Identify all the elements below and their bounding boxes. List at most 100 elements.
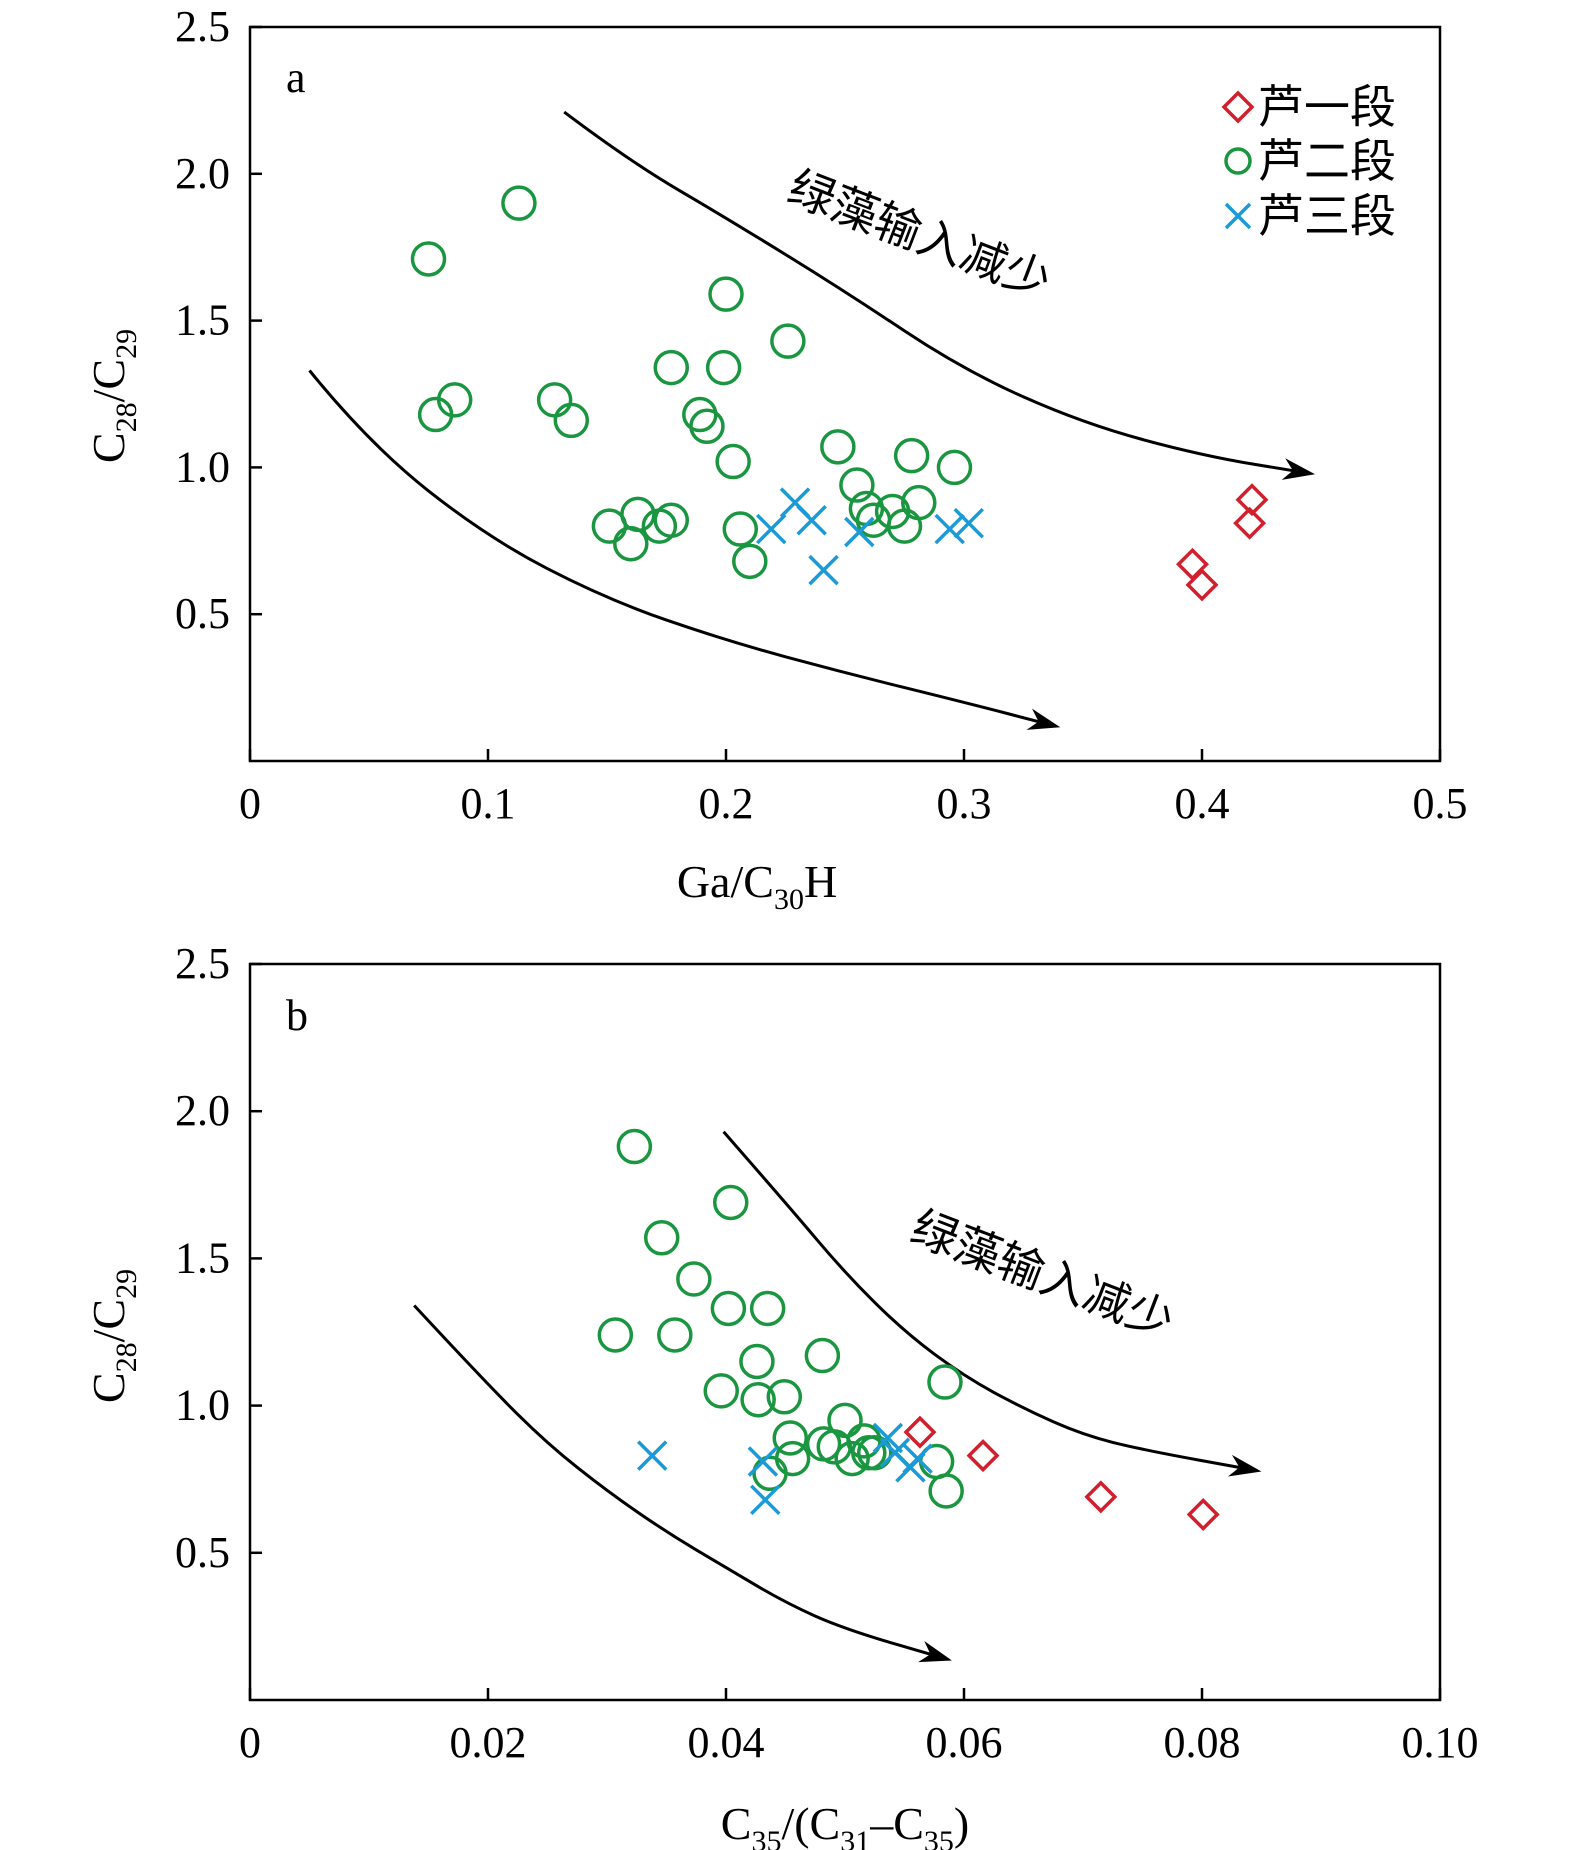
legend-label: 芦二段 — [1258, 134, 1396, 188]
legend-item-l2: 芦二段 — [1224, 134, 1396, 188]
x-tick-label: 0 — [239, 779, 261, 828]
x-label-sub: 30 — [774, 883, 804, 916]
x-label-tail: H — [804, 856, 837, 907]
point-l3-cross — [750, 1484, 781, 1516]
y-tick-label: 1.0 — [175, 442, 230, 491]
point-l2-circle — [928, 1473, 964, 1509]
x-label-s3: 35 — [924, 1825, 954, 1850]
x-tick-label: 0.1 — [461, 779, 516, 828]
y-tick-label: 1.5 — [175, 1233, 230, 1282]
x-label-c1: C — [721, 1798, 752, 1849]
legend: 芦一段 芦二段 芦三段 — [1221, 80, 1396, 243]
trend-arrows — [413, 1130, 1262, 1663]
x-label-tail: ) — [954, 1798, 969, 1849]
y-label-c1: C — [83, 1372, 134, 1403]
y-tick-label: 2.5 — [175, 939, 230, 988]
point-l2-circle — [804, 1337, 841, 1374]
point-l1-diamond — [1185, 568, 1219, 602]
x-tick-label: 0.02 — [450, 1718, 527, 1767]
legend-circle-marker — [1224, 147, 1252, 175]
x-tick-label: 0.10 — [1402, 1718, 1479, 1767]
y-label-s1: 28 — [110, 1342, 143, 1372]
x-tick-label: 0.04 — [688, 1718, 765, 1767]
x-label-dash: –C — [869, 1798, 924, 1849]
point-l2-circle — [410, 241, 447, 277]
y-label-mid: /C — [83, 359, 134, 402]
axis-ticks: 0 0.02 0.04 0.06 0.08 0.10 0.5 1.0 1.5 2.0 2.5 — [175, 939, 1479, 1767]
point-l2-circle — [620, 496, 656, 533]
point-l2-circle — [713, 1184, 749, 1221]
point-l2-circle — [722, 511, 759, 547]
point-l2-circle — [703, 1373, 739, 1409]
y-tick-label: 2.0 — [175, 1086, 230, 1135]
legend-item-l1: 芦一段 — [1221, 80, 1396, 134]
point-l2-circle — [436, 382, 473, 418]
panel-letter: a — [286, 53, 306, 102]
x-label-s1: 35 — [751, 1825, 781, 1850]
data-points — [410, 185, 1269, 602]
point-l2-circle — [657, 1317, 693, 1353]
x-tick-label: 0 — [239, 1718, 261, 1767]
point-l2-circle — [820, 429, 856, 465]
point-l2-circle — [597, 1317, 634, 1353]
point-l2-circle — [715, 443, 751, 480]
x-label-main: Ga/C — [677, 856, 774, 907]
trend-arrow-line — [413, 1304, 947, 1661]
point-l1-diamond — [1176, 547, 1209, 581]
arrowhead — [918, 1640, 952, 1663]
point-l2-circle — [536, 382, 573, 418]
point-l3-cross — [755, 513, 787, 545]
point-l2-circle — [616, 1128, 653, 1165]
point-l2-circle — [653, 349, 690, 386]
y-axis-label: C28/C29 — [83, 329, 143, 463]
point-l2-circle — [766, 1379, 803, 1415]
trend-annotation: 绿藻输入减少 — [781, 160, 1058, 309]
point-l1-diamond — [1186, 1498, 1220, 1532]
point-l2-circle — [770, 323, 806, 359]
panel-a: a 0 0.1 0.2 0.3 0.4 0.5 0.5 1.0 1.5 2.0 2.5 绿藻输入减少… — [83, 2, 1468, 916]
point-l2-circle — [936, 449, 973, 486]
point-l2-circle — [732, 543, 768, 580]
point-l2-circle — [839, 467, 875, 503]
point-l2-circle — [927, 1364, 963, 1400]
x-tick-label: 0.06 — [926, 1718, 1003, 1767]
y-label-s2: 29 — [110, 1269, 143, 1299]
point-l2-circle — [705, 349, 742, 386]
x-label-mid: /(C — [781, 1798, 840, 1849]
panel-b: b 0 0.02 0.04 0.06 0.08 0.10 0.5 1.0 1.5 2.0 2.5 绿… — [83, 939, 1479, 1850]
point-l3-cross — [902, 1443, 933, 1474]
legend-label: 芦三段 — [1258, 189, 1396, 243]
point-l1-diamond — [1233, 506, 1267, 540]
point-l2-circle — [827, 1402, 863, 1439]
trend-annotation: 绿藻输入减少 — [904, 1200, 1181, 1349]
x-tick-label: 0.4 — [1175, 779, 1230, 828]
point-l2-circle — [553, 402, 590, 439]
y-tick-label: 2.5 — [175, 2, 230, 51]
point-l2-circle — [834, 1440, 870, 1477]
arrowhead — [1026, 708, 1061, 730]
point-l1-diamond — [903, 1415, 937, 1449]
point-l2-circle — [857, 1434, 893, 1471]
point-l2-circle — [682, 396, 718, 433]
y-tick-label: 0.5 — [175, 1528, 230, 1577]
legend-cross-marker — [1224, 202, 1252, 230]
point-l2-circle — [752, 1455, 788, 1492]
legend-item-l3: 芦三段 — [1224, 189, 1396, 243]
x-tick-label: 0.08 — [1164, 1718, 1241, 1767]
x-tick-label: 0.2 — [699, 779, 754, 828]
point-l3-cross — [934, 513, 965, 545]
point-l2-circle — [710, 1290, 747, 1327]
point-l1-diamond — [1084, 1480, 1118, 1514]
point-l2-circle — [893, 437, 930, 474]
point-l2-circle — [643, 1220, 680, 1256]
point-l3-cross — [844, 516, 875, 548]
point-l2-circle — [676, 1261, 712, 1297]
point-l2-circle — [613, 525, 649, 562]
point-l3-cross — [808, 554, 839, 586]
y-label-c1: C — [83, 432, 134, 463]
y-tick-label: 1.0 — [175, 1381, 230, 1430]
point-l2-circle — [740, 1381, 776, 1418]
x-axis-label: Ga/C30H — [677, 856, 837, 916]
point-l2-circle — [501, 185, 537, 221]
